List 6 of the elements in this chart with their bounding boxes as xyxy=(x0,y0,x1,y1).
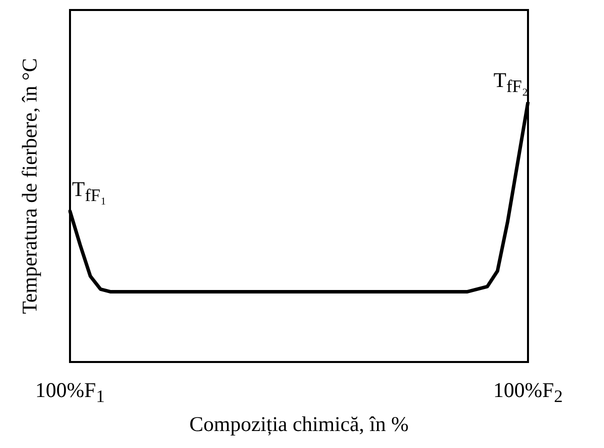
x-tick-label: 100%F$_{2}$ xyxy=(493,378,563,406)
annotation: T$_{fF₁}$ xyxy=(72,177,106,206)
x-tick-label: 100%F$_{1}$ xyxy=(35,378,105,406)
annotation: T$_{fF₂}$ xyxy=(494,68,528,96)
y-axis-title: Temperatura de fierbere, în °C xyxy=(18,58,42,314)
x-axis-title: Compoziția chimică, în % xyxy=(189,412,409,436)
